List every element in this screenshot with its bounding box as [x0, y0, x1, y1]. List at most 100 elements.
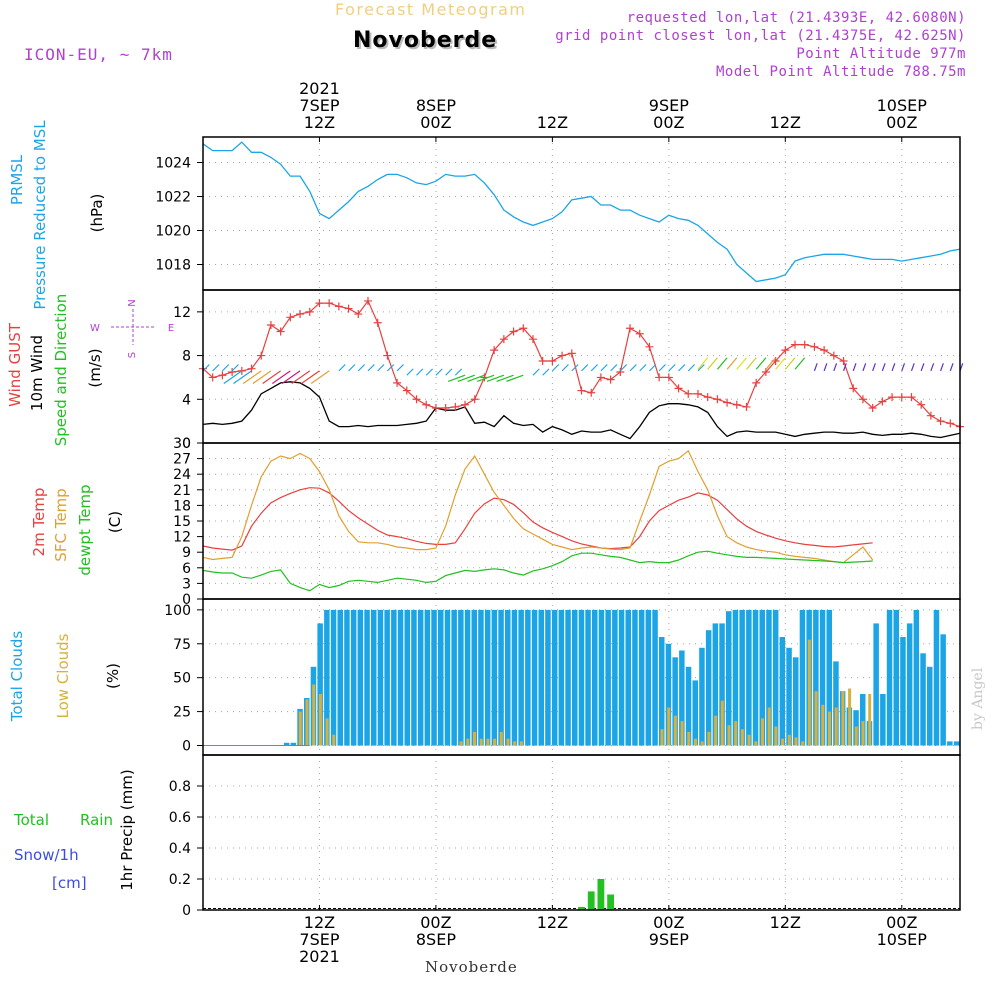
cloud-bar-low	[305, 699, 309, 746]
wind-gust-marker	[461, 400, 470, 409]
location-title: Novoberde	[353, 28, 498, 53]
precip-label-cm: [cm]	[52, 874, 87, 892]
wind-gust-marker	[538, 357, 547, 366]
wind-gust-marker	[596, 373, 605, 382]
y-tick-label: 12	[173, 305, 191, 321]
wind-direction-arrow	[223, 370, 243, 384]
wind-gust-marker	[228, 367, 237, 376]
wind-label-gust: Wind GUST	[6, 322, 24, 407]
wind-direction-arrow	[301, 370, 320, 384]
cloud-bar-total	[458, 609, 464, 746]
cloud-bar-low	[312, 684, 316, 746]
wind-direction-arrow	[619, 364, 628, 372]
cloud-bar-total	[585, 609, 591, 746]
x-tick-bottom-label: 12Z	[304, 913, 335, 932]
wind-direction-arrow	[454, 368, 463, 376]
wind-gust-marker	[684, 389, 693, 398]
cloud-bar-total	[880, 694, 886, 746]
wind-gust-marker	[412, 395, 421, 404]
wind-gust-marker	[519, 324, 528, 333]
cloud-bar-low	[854, 726, 858, 746]
wind-gust-marker	[897, 393, 906, 402]
cloud-bar-total	[290, 742, 297, 746]
cloud-bar-total	[752, 609, 759, 746]
cloud-bar-total	[484, 609, 491, 746]
cloud-bar-total	[558, 609, 565, 746]
wind-direction-arrow	[610, 364, 618, 372]
cloud-bar-total	[632, 609, 638, 746]
temp-label-sfc: SFC Temp	[52, 488, 70, 561]
wind-gust-marker	[732, 400, 741, 409]
cloud-bar-total	[786, 647, 792, 746]
x-tick-bottom-label: 10SEP	[877, 930, 928, 949]
wind-gust-marker	[723, 398, 732, 407]
y-tick-label: 24	[173, 467, 191, 483]
wind-gust-marker	[693, 389, 702, 398]
wind-gust-marker	[237, 366, 246, 375]
wind-direction-arrow	[425, 368, 434, 376]
wind-gust-marker	[393, 378, 402, 387]
cloud-bar-total	[324, 609, 330, 746]
wind-direction-arrow	[862, 363, 867, 372]
wind-gust-marker	[558, 351, 567, 360]
wind-direction-arrow	[242, 370, 262, 384]
x-tick-top-label: 12Z	[770, 113, 801, 132]
cloud-bar-total	[699, 647, 705, 746]
wind-direction-arrow	[396, 364, 404, 372]
cloud-bar-total	[766, 609, 772, 746]
clouds-label-low: Low Clouds	[54, 633, 72, 718]
requested-coordinates: requested lon,lat (21.4393E, 42.6080N)	[626, 10, 966, 26]
wind-direction-arrow	[600, 364, 608, 372]
precip-ylabel: 1hr Precip (mm)	[118, 769, 136, 890]
y-tick-label: 27	[173, 452, 191, 468]
precip-label-snow: Snow/1h	[14, 846, 79, 864]
wind-direction-arrow	[765, 357, 777, 370]
x-tick-bottom-label: 00Z	[420, 913, 451, 932]
cloud-bar-total	[438, 609, 444, 746]
wind-direction-arrow	[775, 357, 786, 370]
wind-gust-marker	[257, 351, 266, 360]
wind-label-direction: Speed and Direction	[52, 294, 70, 447]
cloud-bar-total	[431, 609, 437, 746]
y-tick-label: 1020	[155, 224, 191, 240]
wind-gust-marker	[441, 404, 450, 413]
cloud-bar-low	[680, 721, 684, 746]
wind-direction-arrow	[571, 364, 579, 372]
wind-gust-marker	[451, 402, 460, 411]
wind-direction-arrow	[532, 368, 540, 376]
wind-gust-marker	[907, 393, 916, 402]
cloud-bar-low	[325, 718, 329, 746]
y-tick-label: 1022	[155, 190, 191, 206]
wind-direction-arrow	[386, 364, 395, 372]
y-tick-label: 30	[173, 436, 191, 452]
cloud-bar-total	[511, 609, 518, 746]
cloud-bar-total	[739, 609, 745, 746]
cloud-bar-total	[793, 657, 799, 746]
wind-gust-marker	[761, 367, 770, 376]
cloud-bar-total	[330, 609, 337, 746]
wind-direction-arrow	[221, 364, 230, 372]
wind-direction-arrow	[658, 364, 666, 372]
wind-gust-marker	[315, 299, 324, 308]
precip-label-rain: Rain	[80, 811, 113, 829]
cloud-bar-low	[486, 738, 490, 746]
cloud-bar-total	[404, 609, 410, 746]
grid-point-coordinates: grid point closest lon,lat (21.4375E, 42…	[555, 28, 966, 44]
precip-label-total: Total	[13, 811, 49, 829]
wind-direction-arrow	[629, 364, 637, 372]
cloud-bar-total	[886, 609, 893, 746]
x-tick-top-label: 00Z	[420, 113, 451, 132]
temp-line-sfc	[202, 449, 874, 564]
pressure-unit: (hPa)	[88, 194, 106, 233]
cloud-bar-total	[953, 741, 960, 746]
wind-direction-arrow	[202, 364, 210, 372]
precip-bar	[578, 906, 585, 910]
cloud-bar-total	[471, 609, 477, 746]
cloud-bar-low	[734, 721, 738, 746]
forecast-title: Forecast Meteogram	[335, 0, 527, 19]
cloud-bar-low	[848, 688, 852, 746]
temp-label-dewpt: dewpt Temp	[76, 484, 94, 575]
panel-frame-1	[202, 136, 961, 291]
y-tick-label: 6	[182, 561, 191, 577]
y-tick-label: 3	[182, 576, 191, 592]
